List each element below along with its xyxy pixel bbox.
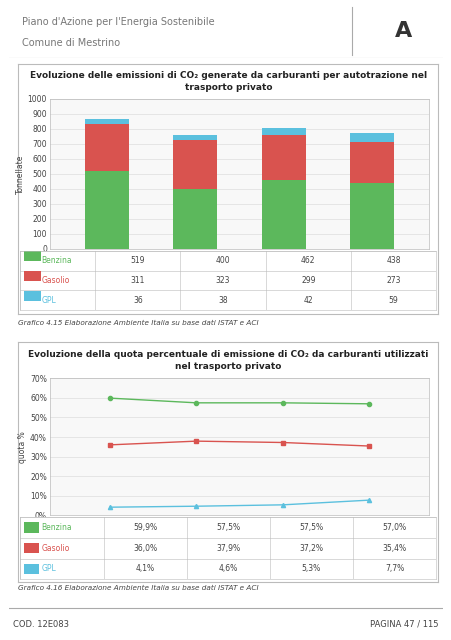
Bar [24,251,41,261]
Text: 38: 38 [218,296,227,305]
Bar [20,271,435,291]
Text: Grafico 4.16 Elaborazione Ambiente Italia su base dati ISTAT e ACI: Grafico 4.16 Elaborazione Ambiente Itali… [18,586,258,591]
Text: 273: 273 [386,276,400,285]
Text: 59,9%: 59,9% [133,523,157,532]
Text: 7,7%: 7,7% [384,564,403,573]
Bar [24,522,39,532]
Text: Evoluzione delle emissioni di CO₂ generate da carburanti per autotrazione nel
tr: Evoluzione delle emissioni di CO₂ genera… [30,71,426,92]
Text: COD. 12E083: COD. 12E083 [14,620,69,628]
Text: Evoluzione della quota percentuale di emissione di CO₂ da carburanti utilizzati
: Evoluzione della quota percentuale di em… [28,350,428,371]
Text: 42: 42 [303,296,313,305]
Text: Comune di Mestrino: Comune di Mestrino [22,38,120,48]
Y-axis label: quota %: quota % [18,431,27,463]
Text: 57,5%: 57,5% [216,523,240,532]
Text: 4,1%: 4,1% [135,564,154,573]
Bar [173,135,217,140]
Bar [20,251,435,271]
Bar [261,179,305,249]
Bar [85,119,129,124]
Bar [24,564,39,574]
Text: Gasolio: Gasolio [41,543,69,553]
Text: 438: 438 [386,256,400,265]
Text: Benzina: Benzina [41,256,72,265]
Text: GPL: GPL [41,296,56,305]
Bar [173,189,217,249]
Bar [261,135,305,179]
Bar [20,559,435,579]
Bar [349,183,393,249]
Bar [20,517,435,538]
Text: Grafico 4.15 Elaborazione Ambiente Italia su base dati ISTAT e ACI: Grafico 4.15 Elaborazione Ambiente Itali… [18,319,258,326]
Text: 462: 462 [300,256,315,265]
Bar [261,129,305,135]
Text: GPL: GPL [41,564,56,573]
Bar [349,133,393,142]
Bar [24,291,41,301]
Text: 4,6%: 4,6% [218,564,237,573]
Y-axis label: Tonnellate: Tonnellate [16,154,25,193]
Bar [20,291,435,310]
Text: 36,0%: 36,0% [133,543,157,553]
Text: 400: 400 [215,256,230,265]
Text: 311: 311 [130,276,145,285]
Text: 57,0%: 57,0% [382,523,406,532]
Text: 57,5%: 57,5% [299,523,323,532]
Text: 5,3%: 5,3% [301,564,320,573]
Text: 299: 299 [300,276,315,285]
Text: 59: 59 [388,296,397,305]
Bar [85,171,129,249]
Text: 323: 323 [215,276,230,285]
Bar [349,142,393,183]
Bar [85,124,129,171]
Text: A: A [395,21,412,41]
Text: 519: 519 [130,256,145,265]
Text: Piano d'Azione per l'Energia Sostenibile: Piano d'Azione per l'Energia Sostenibile [22,17,214,27]
Bar [20,538,435,559]
Text: 37,9%: 37,9% [216,543,240,553]
Text: 37,2%: 37,2% [299,543,323,553]
Text: Gasolio: Gasolio [41,276,69,285]
Text: 36: 36 [133,296,143,305]
Text: PAGINA 47 / 115: PAGINA 47 / 115 [369,620,437,628]
Text: Benzina: Benzina [41,523,72,532]
Bar [24,543,39,554]
Bar [24,271,41,281]
Text: 35,4%: 35,4% [382,543,406,553]
Bar [173,140,217,189]
